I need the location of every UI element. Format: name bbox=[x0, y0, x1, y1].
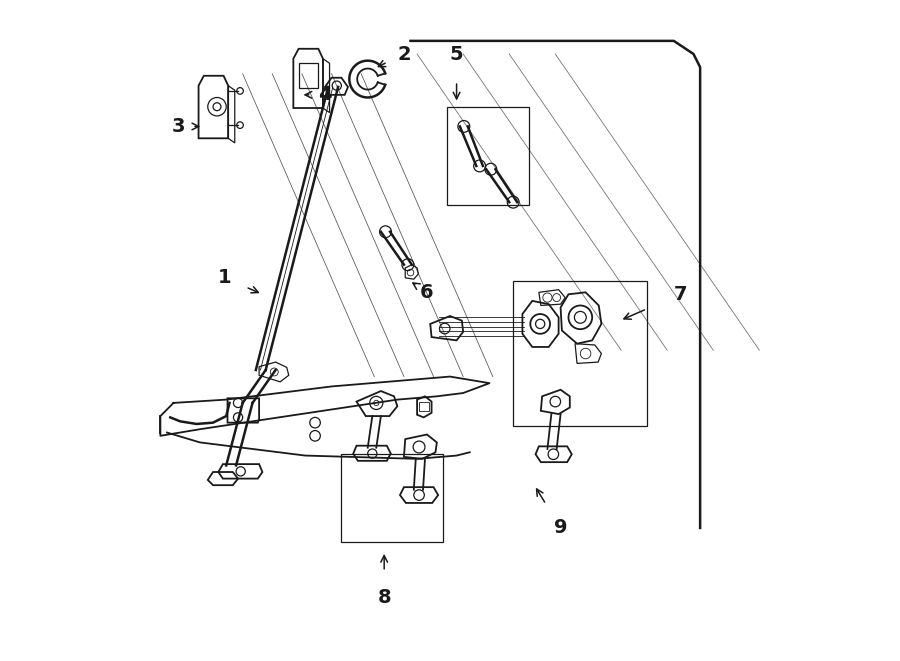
Text: 1: 1 bbox=[218, 268, 231, 288]
Text: 4: 4 bbox=[318, 85, 332, 104]
Text: 2: 2 bbox=[397, 44, 410, 63]
Text: 5: 5 bbox=[450, 44, 464, 63]
Text: 7: 7 bbox=[673, 285, 687, 304]
Text: 6: 6 bbox=[420, 283, 434, 302]
Text: 9: 9 bbox=[554, 518, 567, 537]
Text: 8: 8 bbox=[377, 588, 391, 607]
Text: 3: 3 bbox=[172, 117, 185, 136]
